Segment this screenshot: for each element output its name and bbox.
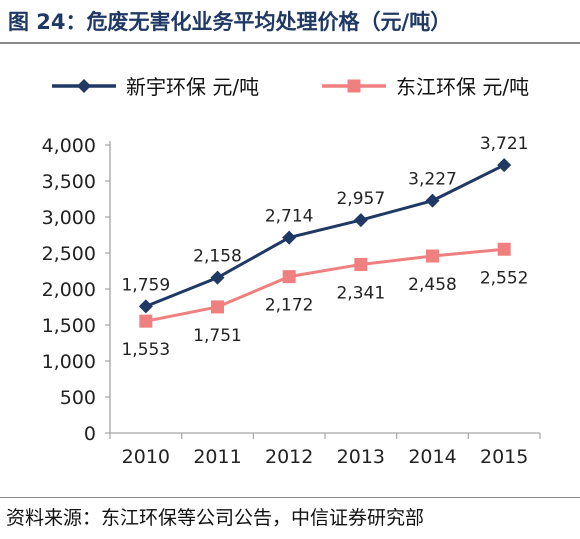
data-label: 2,714 [265, 207, 314, 227]
legend-item: 东江环保 元/吨 [322, 75, 529, 99]
data-label: 2,458 [408, 275, 457, 295]
axes: 0 500 1,000 1,500 2,000 2,500 3,000 3,500 4,000 2… [42, 135, 541, 468]
series-line [145, 163, 505, 308]
legend-item: 新宇环保 元/吨 [52, 75, 259, 99]
data-label: 2,552 [480, 268, 529, 288]
y-tick-label: 0 [84, 423, 96, 445]
title-divider [0, 42, 580, 44]
x-tick-label: 2012 [265, 446, 313, 468]
data-point [426, 249, 439, 263]
data-label: 2,957 [336, 189, 385, 209]
data-label: 1,759 [121, 275, 170, 295]
source-divider [0, 497, 580, 498]
data-point [282, 270, 296, 284]
data-label: 3,227 [408, 170, 457, 190]
data-point [210, 270, 225, 285]
data-point [425, 193, 440, 208]
y-tick-label: 2,000 [42, 279, 96, 301]
data-point [353, 213, 368, 228]
y-tick-label: 4,000 [42, 135, 96, 157]
x-tick-label: 2011 [193, 446, 241, 468]
x-tick-label: 2013 [337, 446, 385, 468]
x-tick-label: 2015 [480, 446, 528, 468]
data-label: 2,341 [336, 283, 385, 303]
figure-title: 图 24：危废无害化业务平均处理价格（元/吨） [8, 10, 452, 34]
data-point [282, 230, 297, 245]
series-line [145, 247, 505, 323]
data-label: 2,172 [265, 296, 314, 316]
y-tick-label: 2,500 [42, 243, 96, 265]
y-tick-label: 3,500 [42, 171, 96, 193]
data-point [354, 257, 368, 271]
x-tick-label: 2010 [122, 446, 170, 468]
legend-label: 东江环保 元/吨 [396, 75, 529, 99]
data-point [139, 314, 153, 328]
data-label: 2,158 [193, 247, 242, 267]
x-tick-label: 2014 [408, 446, 456, 468]
data-point [138, 299, 153, 314]
y-tick-label: 3,000 [42, 207, 96, 229]
legend-marker [77, 79, 91, 93]
series-1: 1,759 2,158 2,714 2,957 3,227 3,721 [121, 134, 529, 314]
y-tick-label: 500 [60, 387, 96, 409]
y-tick-label: 1,000 [42, 351, 96, 373]
plot-area: 1,759 2,158 2,714 2,957 3,227 3,721 1,553 1,751… [121, 134, 528, 360]
legend-marker [347, 79, 361, 93]
y-tick-label: 1,500 [42, 315, 96, 337]
data-point [497, 158, 512, 173]
series-2: 1,553 1,751 2,172 2,341 2,458 2,552 [121, 242, 529, 360]
source-note: 资料来源：东江环保等公司公告，中信证券研究部 [6, 507, 425, 529]
chart: 新宇环保 元/吨 东江环保 元/吨 0 500 1,000 1,500 2,000 2,50… [42, 75, 541, 468]
legend-label: 新宇环保 元/吨 [126, 75, 259, 99]
legend: 新宇环保 元/吨 东江环保 元/吨 [52, 75, 529, 99]
data-label: 1,553 [121, 340, 170, 360]
data-point [211, 300, 224, 314]
data-label: 1,751 [193, 326, 242, 346]
data-label: 3,721 [480, 134, 529, 154]
data-point [497, 242, 511, 256]
